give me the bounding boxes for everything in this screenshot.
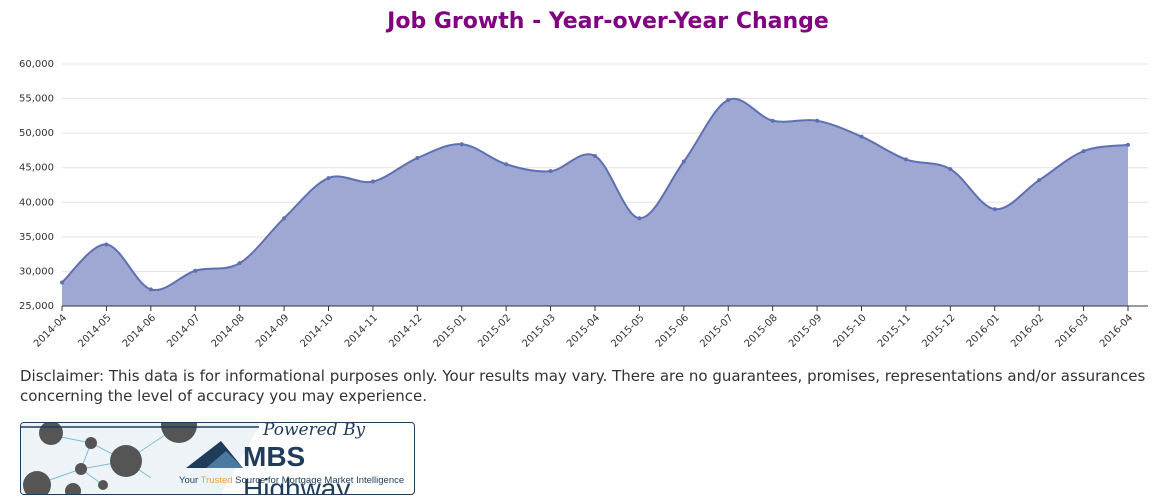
- x-tick-label: 2014-04: [32, 312, 69, 349]
- logo-art: [21, 423, 261, 494]
- disclaimer: Disclaimer: This data is for information…: [20, 367, 1146, 405]
- point: [637, 216, 642, 221]
- x-tick-label: 2015-08: [743, 312, 780, 349]
- x-tick-label: 2014-07: [165, 312, 202, 349]
- chart: Job Growth - Year-over-Year Change 25,00…: [19, 9, 1148, 350]
- x-tick-label: 2015-12: [920, 312, 957, 349]
- powered-by: Powered By: [259, 423, 370, 440]
- x-tick-label: 2014-12: [387, 312, 424, 349]
- point: [992, 207, 997, 212]
- x-tick-label: 2016-03: [1053, 312, 1090, 349]
- point: [726, 97, 731, 102]
- x-tick-label: 2016-02: [1009, 312, 1046, 349]
- x-tick-label: 2014-05: [76, 312, 113, 349]
- y-tick-label: 50,000: [19, 128, 54, 139]
- point: [1081, 149, 1086, 154]
- y-tick-label: 25,000: [19, 301, 54, 312]
- point: [681, 159, 686, 164]
- tagline-start: Your: [179, 475, 199, 486]
- tagline: Your Trusted Source for Mortgage Market …: [179, 475, 404, 486]
- point: [148, 287, 153, 292]
- logo: Powered By MBS Highway Your Trusted Sour…: [20, 422, 415, 495]
- y-tick-label: 55,000: [19, 94, 54, 105]
- y-tick-label: 40,000: [19, 197, 54, 208]
- x-tick-label: 2015-04: [565, 312, 602, 349]
- x-tick-label: 2014-09: [254, 312, 291, 349]
- point: [193, 268, 198, 273]
- brand-bold: MBS: [243, 441, 306, 472]
- point: [859, 134, 864, 139]
- x-tick-label: 2015-05: [609, 312, 646, 349]
- tagline-highlight: Trusted: [200, 475, 233, 486]
- x-tick-label: 2016-04: [1098, 312, 1135, 349]
- brand-rest: Highway: [243, 473, 351, 495]
- x-tick-label: 2014-10: [298, 312, 335, 349]
- point: [459, 142, 464, 147]
- point: [60, 280, 64, 285]
- x-tick-label: 2014-08: [210, 312, 247, 349]
- x-tick-label: 2015-09: [787, 312, 824, 349]
- x-tick-label: 2015-07: [698, 312, 735, 349]
- x-tick-label: 2015-10: [831, 312, 868, 349]
- point: [815, 118, 820, 123]
- point: [548, 169, 553, 174]
- point: [903, 157, 908, 162]
- x-tick-label: 2014-06: [121, 312, 158, 349]
- point: [237, 261, 242, 266]
- x-tick-label: 2016-01: [965, 312, 1002, 349]
- x-tick-label: 2014-11: [343, 312, 380, 349]
- y-tick-label: 30,000: [19, 266, 54, 277]
- x-tick-label: 2015-06: [654, 312, 691, 349]
- area: [62, 98, 1128, 307]
- y-tick-label: 60,000: [19, 59, 54, 70]
- y-tick-label: 45,000: [19, 163, 54, 174]
- x-tick-label: 2015-02: [476, 312, 513, 349]
- chart-title: Job Growth - Year-over-Year Change: [385, 9, 829, 34]
- point: [948, 167, 953, 172]
- point: [282, 216, 287, 221]
- x-tick-label: 2015-01: [432, 312, 469, 349]
- point: [370, 179, 375, 184]
- point: [770, 118, 775, 123]
- point: [1126, 142, 1130, 147]
- point: [504, 162, 509, 167]
- point: [104, 242, 109, 247]
- point: [593, 153, 597, 158]
- point: [415, 156, 420, 161]
- x-tick-label: 2015-11: [876, 312, 913, 349]
- x-tick-label: 2015-03: [520, 312, 557, 349]
- brand: MBS Highway: [243, 441, 414, 495]
- y-tick-label: 35,000: [19, 232, 54, 243]
- point: [326, 176, 331, 181]
- tagline-end: Source for Mortgage Market Intelligence: [235, 475, 405, 486]
- point: [1037, 178, 1042, 183]
